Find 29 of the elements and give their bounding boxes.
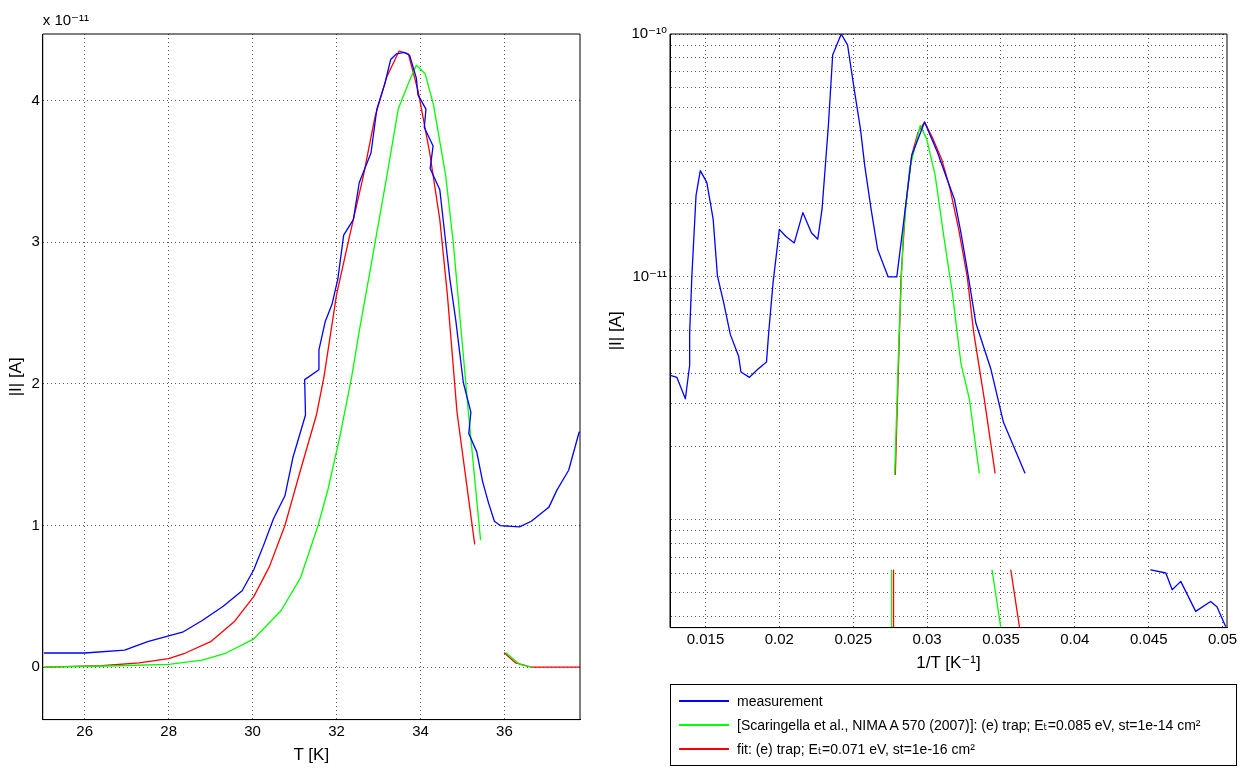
y-tick-label: 10⁻¹⁰ bbox=[631, 24, 668, 42]
y-axis-title: |I| [A] bbox=[605, 311, 625, 351]
y-tick-label: 3 bbox=[31, 232, 40, 250]
x-tick-label: 28 bbox=[160, 721, 178, 739]
y-tick-label: 10⁻¹¹ bbox=[632, 267, 668, 285]
x-tick-label: 0.04 bbox=[1060, 629, 1090, 647]
x-tick-label: 0.025 bbox=[834, 629, 872, 647]
x-tick-label: 0.03 bbox=[912, 629, 942, 647]
legend-label: measurement bbox=[737, 693, 823, 709]
y-tick-label: 2 bbox=[31, 374, 40, 392]
x-tick-label: 0.045 bbox=[1129, 629, 1168, 647]
x-axis-title: T [K] bbox=[293, 745, 330, 765]
x-axis-title: 1/T [K⁻¹] bbox=[916, 653, 981, 673]
text: x 10⁻¹¹ bbox=[42, 10, 90, 28]
x-tick-label: 26 bbox=[76, 721, 94, 739]
y-tick-label: 1 bbox=[31, 515, 40, 533]
x-tick-label: 36 bbox=[496, 721, 513, 739]
y-tick-label: 0 bbox=[31, 657, 40, 675]
x-tick-label: 0.05 bbox=[1207, 629, 1238, 647]
x-tick-label: 34 bbox=[412, 721, 429, 739]
y-tick-label: 4 bbox=[31, 90, 40, 108]
x-tick-label: 0.035 bbox=[982, 629, 1020, 647]
x-tick-label: 32 bbox=[328, 721, 345, 739]
legend-label: [Scaringella et al., NIMA A 570 (2007)]: (e) trap; Eₜ=0.085 eV, st=1e-14 cm² bbox=[737, 717, 1201, 733]
x-tick-label: 30 bbox=[244, 721, 261, 739]
x-tick-label: 0.015 bbox=[686, 629, 725, 647]
x-tick-label: 0.02 bbox=[764, 629, 794, 647]
legend-label: fit: (e) trap; Eₜ=0.071 eV, st=1e-16 cm² bbox=[737, 741, 975, 757]
y-axis-title: |I| [A] bbox=[5, 357, 25, 397]
